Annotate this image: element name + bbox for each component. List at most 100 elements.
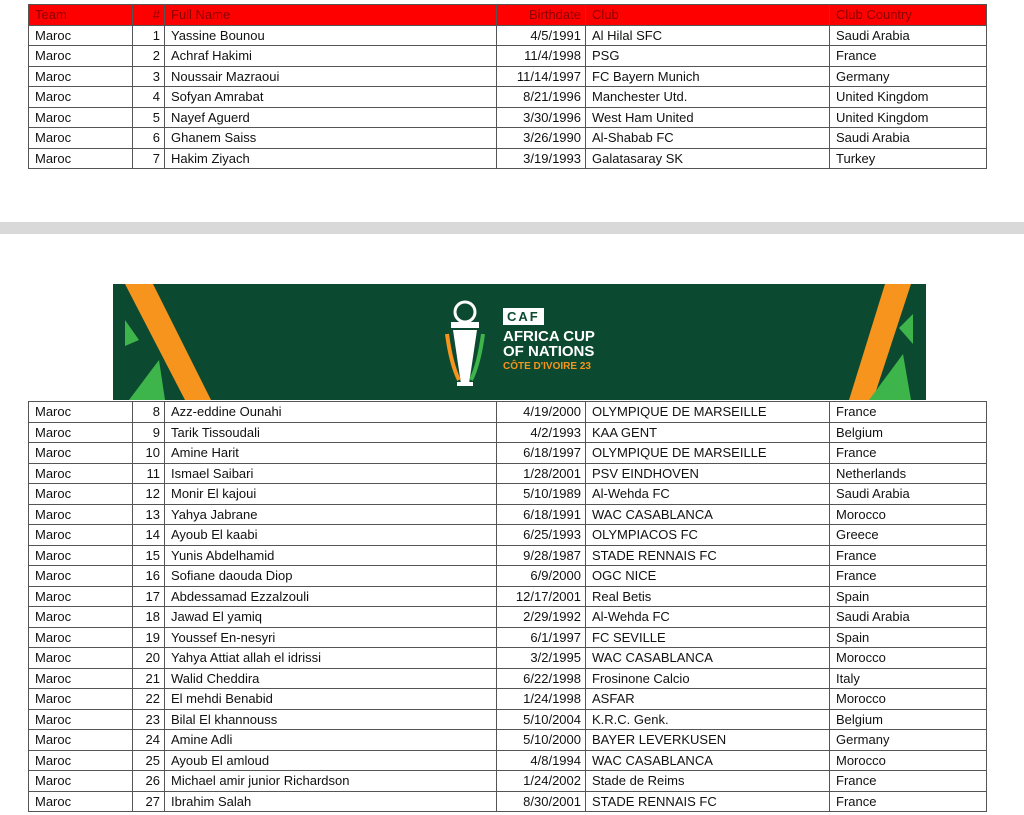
cell-birthdate: 6/9/2000 — [496, 565, 586, 587]
page-separator — [0, 222, 1024, 234]
player-row: Maroc 13 Yahya Jabrane 6/18/1991 WAC CASABLA… — [28, 503, 987, 525]
cell-birthdate: 5/10/1989 — [496, 483, 586, 505]
cell-full-name: Walid Cheddira — [164, 667, 497, 689]
player-row: Maroc 22 El mehdi Benabid 1/24/1998 ASFAR Mor… — [28, 688, 987, 710]
cell-team: Maroc — [28, 626, 133, 648]
cell-full-name: El mehdi Benabid — [164, 688, 497, 710]
cell-club: STADE RENNAIS FC — [585, 790, 830, 812]
cell-club: Stade de Reims — [585, 770, 830, 792]
cell-club: WAC CASABLANCA — [585, 503, 830, 525]
header-birthdate: Birthdate — [496, 4, 586, 26]
cell-birthdate: 1/24/1998 — [496, 688, 586, 710]
cell-number: 19 — [132, 626, 165, 648]
cell-club-country: Belgium — [829, 708, 987, 730]
cell-number: 15 — [132, 544, 165, 566]
cell-club-country: Morocco — [829, 503, 987, 525]
cell-club: West Ham United — [585, 106, 830, 128]
cell-number: 5 — [132, 106, 165, 128]
player-row: Maroc 12 Monir El kajoui 5/10/1989 Al-Wehda … — [28, 483, 987, 505]
cell-full-name: Yahya Attiat allah el idrissi — [164, 647, 497, 669]
banner-decoration — [125, 284, 913, 400]
cell-birthdate: 4/19/2000 — [496, 401, 586, 423]
player-row: Maroc 27 Ibrahim Salah 8/30/2001 STADE RENNA… — [28, 790, 987, 812]
player-row: Maroc 24 Amine Adli 5/10/2000 BAYER LEVERKUS… — [28, 729, 987, 751]
cell-club: FC SEVILLE — [585, 626, 830, 648]
cell-club: OLYMPIQUE DE MARSEILLE — [585, 401, 830, 423]
cell-full-name: Abdessamad Ezzalzouli — [164, 585, 497, 607]
cell-number: 3 — [132, 65, 165, 87]
cell-club: Al-Shabab FC — [585, 127, 830, 149]
cell-team: Maroc — [28, 790, 133, 812]
player-row: Maroc 15 Yunis Abdelhamid 9/28/1987 STADE RE… — [28, 544, 987, 566]
cell-club: ASFAR — [585, 688, 830, 710]
player-row: Maroc 8 Azz-eddine Ounahi 4/19/2000 OLYMPIQU… — [28, 401, 987, 423]
player-row: Maroc 1 Yassine Bounou 4/5/1991 Al Hilal SFC… — [28, 24, 987, 46]
cell-full-name: Yassine Bounou — [164, 24, 497, 46]
cell-number: 1 — [132, 24, 165, 46]
cell-number: 4 — [132, 86, 165, 108]
cell-birthdate: 11/14/1997 — [496, 65, 586, 87]
cell-team: Maroc — [28, 45, 133, 67]
cell-club-country: Belgium — [829, 421, 987, 443]
cell-club-country: Spain — [829, 626, 987, 648]
player-row: Maroc 21 Walid Cheddira 6/22/1998 Frosinone … — [28, 667, 987, 689]
cell-club-country: Germany — [829, 729, 987, 751]
cell-full-name: Azz-eddine Ounahi — [164, 401, 497, 423]
cell-team: Maroc — [28, 565, 133, 587]
cell-number: 16 — [132, 565, 165, 587]
cell-number: 24 — [132, 729, 165, 751]
cell-team: Maroc — [28, 544, 133, 566]
cell-team: Maroc — [28, 401, 133, 423]
cell-full-name: Bilal El khannouss — [164, 708, 497, 730]
cell-full-name: Ayoub El kaabi — [164, 524, 497, 546]
cell-club-country: Germany — [829, 65, 987, 87]
header-row: Team # Full Name Birthdate Club Club Cou… — [28, 4, 987, 26]
cell-number: 27 — [132, 790, 165, 812]
cell-birthdate: 3/26/1990 — [496, 127, 586, 149]
cell-club-country: France — [829, 544, 987, 566]
cell-birthdate: 8/30/2001 — [496, 790, 586, 812]
cell-team: Maroc — [28, 729, 133, 751]
header-club: Club — [585, 4, 830, 26]
cell-club: Real Betis — [585, 585, 830, 607]
cell-birthdate: 8/21/1996 — [496, 86, 586, 108]
cell-birthdate: 1/24/2002 — [496, 770, 586, 792]
cell-full-name: Hakim Ziyach — [164, 147, 497, 169]
cell-birthdate: 2/29/1992 — [496, 606, 586, 628]
cell-number: 7 — [132, 147, 165, 169]
player-row: Maroc 5 Nayef Aguerd 3/30/1996 West Ham Unit… — [28, 106, 987, 128]
cell-birthdate: 3/30/1996 — [496, 106, 586, 128]
cell-team: Maroc — [28, 86, 133, 108]
cell-number: 21 — [132, 667, 165, 689]
cell-full-name: Monir El kajoui — [164, 483, 497, 505]
afcon-logo: CAF AFRICA CUP OF NATIONS CÔTE D'IVOIRE … — [503, 308, 595, 374]
cell-team: Maroc — [28, 524, 133, 546]
player-row: Maroc 2 Achraf Hakimi 11/4/1998 PSG France — [28, 45, 987, 67]
cell-birthdate: 12/17/2001 — [496, 585, 586, 607]
afcon-banner: CAF AFRICA CUP OF NATIONS CÔTE D'IVOIRE … — [113, 284, 926, 400]
cell-number: 13 — [132, 503, 165, 525]
cell-birthdate: 9/28/1987 — [496, 544, 586, 566]
cell-club: KAA GENT — [585, 421, 830, 443]
cell-full-name: Amine Adli — [164, 729, 497, 751]
cell-team: Maroc — [28, 770, 133, 792]
cell-birthdate: 6/18/1991 — [496, 503, 586, 525]
cell-club-country: Turkey — [829, 147, 987, 169]
player-row: Maroc 23 Bilal El khannouss 5/10/2004 K.R.C.… — [28, 708, 987, 730]
cell-birthdate: 6/18/1997 — [496, 442, 586, 464]
player-row: Maroc 19 Youssef En-nesyri 6/1/1997 FC SEVIL… — [28, 626, 987, 648]
cell-team: Maroc — [28, 442, 133, 464]
cell-club-country: Saudi Arabia — [829, 483, 987, 505]
cell-birthdate: 4/5/1991 — [496, 24, 586, 46]
cell-birthdate: 4/2/1993 — [496, 421, 586, 443]
cell-birthdate: 6/25/1993 — [496, 524, 586, 546]
cell-number: 2 — [132, 45, 165, 67]
cell-birthdate: 3/19/1993 — [496, 147, 586, 169]
cell-club: Al-Wehda FC — [585, 606, 830, 628]
cell-club: WAC CASABLANCA — [585, 749, 830, 771]
trophy-icon — [445, 300, 485, 386]
cell-club-country: Morocco — [829, 647, 987, 669]
cell-club-country: Spain — [829, 585, 987, 607]
cell-full-name: Ghanem Saiss — [164, 127, 497, 149]
cell-full-name: Amine Harit — [164, 442, 497, 464]
